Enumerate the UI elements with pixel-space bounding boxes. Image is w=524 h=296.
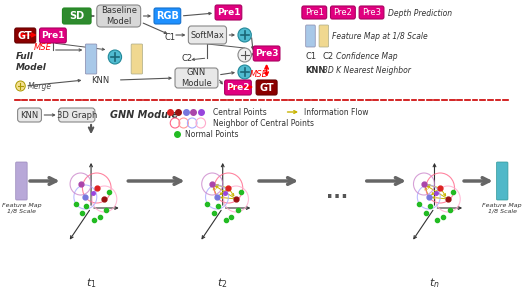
Circle shape [238,48,252,62]
Text: KNN: KNN [20,110,39,120]
Circle shape [16,81,25,91]
FancyBboxPatch shape [215,5,242,20]
FancyBboxPatch shape [16,162,27,200]
Text: Depth Prediction: Depth Prediction [388,9,452,17]
FancyBboxPatch shape [154,8,181,24]
Text: GNN
Module: GNN Module [181,68,212,88]
Circle shape [238,28,252,42]
Text: Pre1: Pre1 [217,8,240,17]
FancyBboxPatch shape [18,108,41,122]
Text: C2: C2 [323,52,334,60]
Text: RGB: RGB [156,11,179,21]
Text: Pre1: Pre1 [41,31,64,40]
Circle shape [238,65,252,79]
FancyBboxPatch shape [97,5,140,27]
FancyBboxPatch shape [62,8,91,24]
Text: Full
Model: Full Model [16,52,47,72]
Text: MSE: MSE [249,70,267,78]
Text: GNN Module: GNN Module [110,110,178,120]
Text: 3D K Nearest Neighbor: 3D K Nearest Neighbor [323,65,411,75]
FancyBboxPatch shape [225,80,252,95]
Text: Pre2: Pre2 [333,8,352,17]
Text: ...: ... [326,184,348,202]
FancyBboxPatch shape [302,6,326,19]
Text: Merge: Merge [28,81,52,91]
Text: Feature Map
1/8 Scale: Feature Map 1/8 Scale [2,202,41,213]
FancyBboxPatch shape [85,44,97,74]
Circle shape [108,50,122,64]
FancyBboxPatch shape [497,162,508,200]
FancyBboxPatch shape [319,25,329,47]
FancyBboxPatch shape [253,46,280,61]
Text: Information Flow: Information Flow [304,107,368,117]
Text: $t_n$: $t_n$ [429,276,440,290]
FancyBboxPatch shape [188,26,226,44]
Text: C1: C1 [305,52,317,60]
FancyBboxPatch shape [175,68,218,88]
FancyBboxPatch shape [256,80,277,95]
FancyBboxPatch shape [39,28,66,43]
Text: Normal Points: Normal Points [184,130,238,139]
FancyBboxPatch shape [331,6,355,19]
FancyBboxPatch shape [59,108,95,122]
Text: C1: C1 [165,33,176,41]
Text: Feature Map
1/8 Scale: Feature Map 1/8 Scale [483,202,522,213]
Text: Pre2: Pre2 [226,83,250,92]
Text: Pre1: Pre1 [305,8,324,17]
Text: GT: GT [259,83,274,93]
Text: Feature Map at 1/8 Scale: Feature Map at 1/8 Scale [332,31,428,41]
Text: Neighbor of Central Points: Neighbor of Central Points [213,118,314,128]
Text: KNN: KNN [92,75,110,84]
FancyBboxPatch shape [359,6,384,19]
FancyBboxPatch shape [15,28,36,43]
Text: C2: C2 [182,54,193,62]
Text: Confidence Map: Confidence Map [336,52,398,60]
Text: SoftMax: SoftMax [191,30,224,39]
Text: Pre3: Pre3 [362,8,381,17]
Text: SD: SD [69,11,84,21]
Text: Baseline
Model: Baseline Model [101,6,137,26]
Text: GT: GT [18,30,32,41]
Text: $t_2$: $t_2$ [217,276,228,290]
Text: Pre3: Pre3 [255,49,278,58]
FancyBboxPatch shape [131,44,143,74]
FancyBboxPatch shape [305,25,315,47]
Text: MSE: MSE [34,43,52,52]
Text: $t_1$: $t_1$ [86,276,96,290]
Text: 3D Graph: 3D Graph [57,110,97,120]
Text: Central Points: Central Points [213,107,267,117]
Text: KNN: KNN [305,65,326,75]
